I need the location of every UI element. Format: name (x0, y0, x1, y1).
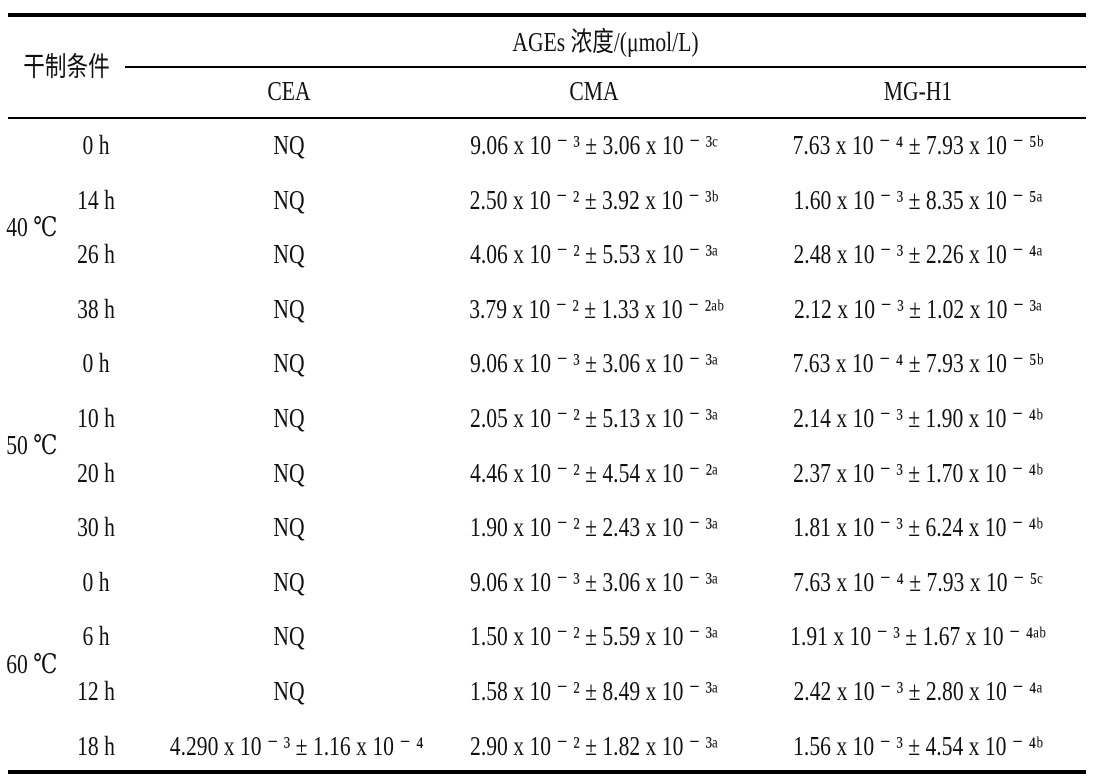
cell-cea: NQ (273, 185, 305, 215)
cell-cma: 9.06 x 10 ⁻ ³ ± 3.06 x 10 ⁻ ³ᵃ (470, 567, 718, 597)
temperature-group-label: 60 ℃ (6, 649, 58, 679)
row-time: 18 h (77, 731, 115, 761)
cell-cea: NQ (273, 239, 305, 269)
cell-cea: NQ (273, 512, 305, 542)
cell-cea: NQ (273, 621, 305, 651)
row-time: 26 h (77, 239, 115, 269)
cell-cma: 2.05 x 10 ⁻ ² ± 5.13 x 10 ⁻ ³ᵃ (470, 403, 718, 433)
row-time: 0 h (82, 348, 110, 378)
bottom-rule (8, 770, 1086, 774)
header-ages-concentration: AGEs 浓度/(μmol/L) (512, 27, 699, 57)
cell-cma: 1.50 x 10 ⁻ ² ± 5.59 x 10 ⁻ ³ᵃ (470, 621, 718, 651)
cell-cea: NQ (273, 130, 305, 160)
header-sub-rule (125, 66, 1086, 68)
cell-mgh1: 2.12 x 10 ⁻ ³ ± 1.02 x 10 ⁻ ³ᵃ (794, 294, 1042, 324)
header-bottom-rule (8, 117, 1086, 119)
cell-mgh1: 7.63 x 10 ⁻ ⁴ ± 7.93 x 10 ⁻ ⁵ᵇ (792, 348, 1044, 378)
cell-mgh1: 2.42 x 10 ⁻ ³ ± 2.80 x 10 ⁻ ⁴ᵃ (793, 676, 1043, 706)
row-time: 0 h (82, 130, 110, 160)
row-time: 14 h (77, 185, 115, 215)
cell-cea: NQ (273, 294, 305, 324)
row-time: 38 h (77, 294, 115, 324)
header-drying-condition: 干制条件 (23, 52, 110, 82)
cell-mgh1: 2.48 x 10 ⁻ ³ ± 2.26 x 10 ⁻ ⁴ᵃ (793, 239, 1043, 269)
cell-cma: 2.50 x 10 ⁻ ² ± 3.92 x 10 ⁻ ³ᵇ (469, 185, 719, 215)
temperature-group-label: 50 ℃ (6, 430, 58, 460)
cell-mgh1: 7.63 x 10 ⁻ ⁴ ± 7.93 x 10 ⁻ ⁵ᶜ (793, 567, 1043, 597)
cell-cea: NQ (273, 403, 305, 433)
top-rule (8, 13, 1086, 17)
column-header-cma: CMA (569, 76, 619, 106)
cell-cma: 4.06 x 10 ⁻ ² ± 5.53 x 10 ⁻ ³ᵃ (470, 239, 718, 269)
cell-cea: NQ (273, 567, 305, 597)
cell-cma: 9.06 x 10 ⁻ ³ ± 3.06 x 10 ⁻ ³ᵃ (470, 348, 718, 378)
cell-mgh1: 1.81 x 10 ⁻ ³ ± 6.24 x 10 ⁻ ⁴ᵇ (793, 512, 1043, 542)
cell-cea: NQ (273, 458, 305, 488)
column-header-mgh1: MG-H1 (883, 76, 953, 106)
cell-cea: 4.290 x 10 ⁻ ³ ± 1.16 x 10 ⁻ ⁴ (169, 731, 424, 761)
cell-cma: 4.46 x 10 ⁻ ² ± 4.54 x 10 ⁻ ²ᵃ (470, 458, 718, 488)
cell-cma: 9.06 x 10 ⁻ ³ ± 3.06 x 10 ⁻ ³ᶜ (470, 130, 718, 160)
cell-mgh1: 1.91 x 10 ⁻ ³ ± 1.67 x 10 ⁻ ⁴ᵃᵇ (790, 621, 1046, 651)
cell-cma: 2.90 x 10 ⁻ ² ± 1.82 x 10 ⁻ ³ᵃ (470, 731, 718, 761)
column-header-cea: CEA (267, 76, 311, 106)
cell-mgh1: 2.14 x 10 ⁻ ³ ± 1.90 x 10 ⁻ ⁴ᵇ (793, 403, 1043, 433)
row-time: 20 h (77, 458, 115, 488)
row-time: 12 h (77, 676, 115, 706)
cell-cma: 3.79 x 10 ⁻ ² ± 1.33 x 10 ⁻ ²ᵃᵇ (469, 294, 724, 324)
cell-cea: NQ (273, 676, 305, 706)
cell-cma: 1.90 x 10 ⁻ ² ± 2.43 x 10 ⁻ ³ᵃ (470, 512, 718, 542)
row-time: 30 h (77, 512, 115, 542)
cell-mgh1: 1.56 x 10 ⁻ ³ ± 4.54 x 10 ⁻ ⁴ᵇ (793, 731, 1043, 761)
row-time: 10 h (77, 403, 115, 433)
cell-cea: NQ (273, 348, 305, 378)
cell-mgh1: 7.63 x 10 ⁻ ⁴ ± 7.93 x 10 ⁻ ⁵ᵇ (792, 130, 1044, 160)
cell-cma: 1.58 x 10 ⁻ ² ± 8.49 x 10 ⁻ ³ᵃ (470, 676, 718, 706)
row-time: 6 h (82, 621, 110, 651)
row-time: 0 h (82, 567, 110, 597)
temperature-group-label: 40 ℃ (6, 212, 58, 242)
cell-mgh1: 1.60 x 10 ⁻ ³ ± 8.35 x 10 ⁻ ⁵ᵃ (793, 185, 1043, 215)
cell-mgh1: 2.37 x 10 ⁻ ³ ± 1.70 x 10 ⁻ ⁴ᵇ (793, 458, 1043, 488)
